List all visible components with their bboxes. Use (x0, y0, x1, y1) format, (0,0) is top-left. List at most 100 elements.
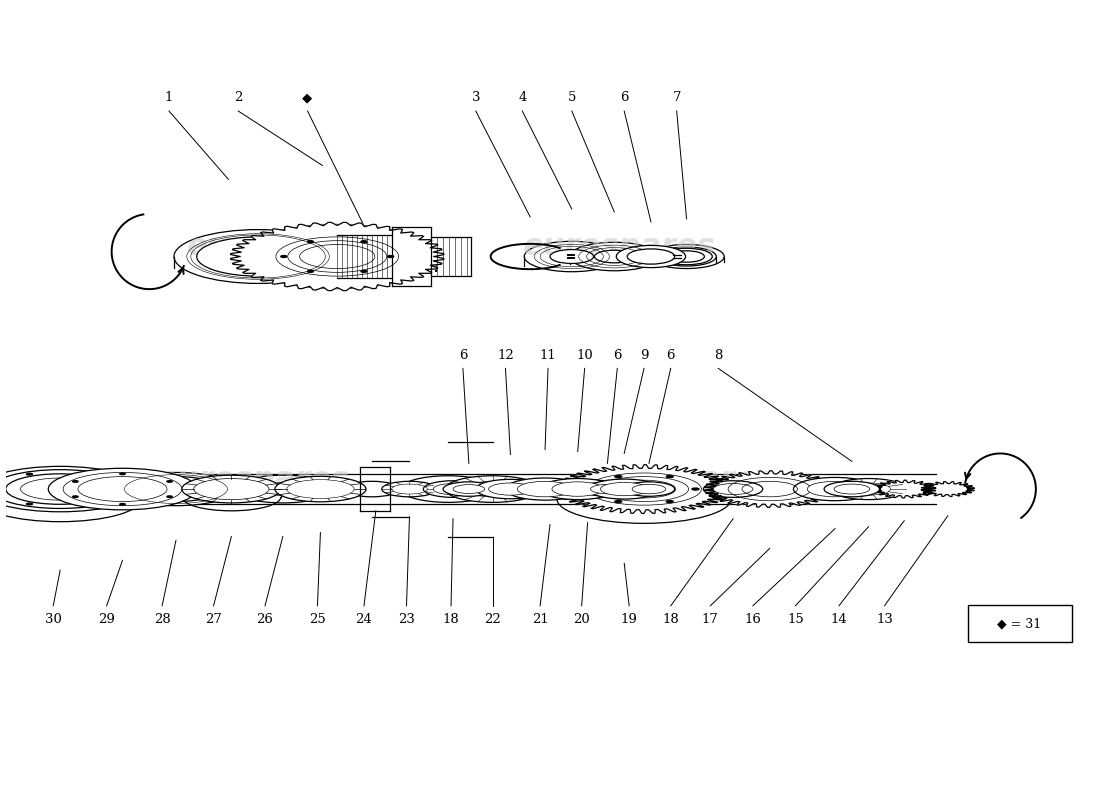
Ellipse shape (433, 483, 473, 494)
Ellipse shape (824, 482, 880, 497)
Ellipse shape (588, 479, 660, 499)
Text: 19: 19 (620, 613, 638, 626)
Text: 22: 22 (484, 613, 500, 626)
Ellipse shape (615, 476, 622, 478)
Polygon shape (515, 479, 585, 499)
Text: ◆ = 31: ◆ = 31 (997, 617, 1042, 630)
Ellipse shape (26, 474, 32, 475)
Text: 23: 23 (398, 613, 415, 626)
Ellipse shape (119, 488, 124, 490)
Ellipse shape (120, 473, 125, 474)
Ellipse shape (591, 484, 624, 494)
Ellipse shape (517, 482, 573, 497)
Text: 5: 5 (568, 91, 576, 104)
Ellipse shape (570, 242, 659, 270)
Ellipse shape (627, 249, 674, 264)
Ellipse shape (361, 241, 367, 242)
Text: 4: 4 (518, 91, 527, 104)
Text: 25: 25 (309, 613, 326, 626)
Text: 27: 27 (205, 613, 222, 626)
Ellipse shape (506, 478, 584, 500)
Ellipse shape (793, 478, 877, 501)
Text: 13: 13 (876, 613, 893, 626)
Ellipse shape (649, 245, 724, 269)
Ellipse shape (453, 485, 485, 494)
Ellipse shape (624, 482, 674, 496)
Text: eurospares: eurospares (522, 232, 716, 261)
Text: 6: 6 (459, 350, 468, 362)
Ellipse shape (120, 503, 125, 505)
Ellipse shape (703, 481, 762, 498)
Text: 14: 14 (830, 613, 847, 626)
Ellipse shape (552, 482, 604, 496)
Polygon shape (557, 465, 732, 514)
Text: eurospares: eurospares (157, 465, 350, 494)
Polygon shape (231, 222, 444, 290)
Ellipse shape (632, 484, 666, 494)
Ellipse shape (197, 237, 319, 276)
Ellipse shape (302, 246, 372, 267)
Text: 3: 3 (472, 91, 480, 104)
Text: 1: 1 (165, 91, 173, 104)
Text: 12: 12 (497, 350, 514, 362)
Text: 18: 18 (662, 613, 679, 626)
Ellipse shape (400, 476, 496, 502)
Text: 6: 6 (667, 350, 675, 362)
Ellipse shape (174, 230, 342, 283)
Ellipse shape (167, 496, 173, 498)
Ellipse shape (554, 480, 621, 498)
Ellipse shape (73, 481, 78, 482)
Ellipse shape (657, 247, 716, 266)
Text: 29: 29 (98, 613, 116, 626)
Ellipse shape (117, 473, 235, 506)
Text: 16: 16 (745, 613, 761, 626)
Ellipse shape (167, 481, 173, 482)
Ellipse shape (661, 248, 713, 265)
Ellipse shape (88, 474, 94, 475)
Ellipse shape (446, 476, 540, 502)
Ellipse shape (261, 483, 305, 495)
Ellipse shape (88, 503, 94, 505)
Text: 20: 20 (573, 613, 590, 626)
Ellipse shape (615, 501, 622, 502)
Text: 6: 6 (613, 350, 621, 362)
Ellipse shape (807, 482, 862, 497)
Ellipse shape (667, 501, 673, 502)
Ellipse shape (131, 477, 220, 502)
Ellipse shape (275, 476, 366, 502)
Ellipse shape (280, 255, 287, 258)
Ellipse shape (594, 250, 634, 263)
Text: 18: 18 (442, 613, 460, 626)
Text: 15: 15 (786, 613, 804, 626)
Ellipse shape (239, 225, 437, 288)
Ellipse shape (713, 483, 752, 494)
Ellipse shape (73, 496, 78, 498)
Ellipse shape (344, 482, 399, 497)
Text: 30: 30 (45, 613, 62, 626)
Text: 11: 11 (540, 350, 557, 362)
Ellipse shape (476, 479, 546, 498)
Text: 21: 21 (531, 613, 549, 626)
Text: 8: 8 (714, 350, 723, 362)
Ellipse shape (540, 478, 615, 499)
Ellipse shape (26, 503, 32, 505)
Text: 24: 24 (355, 613, 372, 626)
Text: 26: 26 (256, 613, 274, 626)
Ellipse shape (424, 481, 483, 498)
Text: 7: 7 (672, 91, 681, 104)
Ellipse shape (48, 468, 197, 510)
Ellipse shape (669, 251, 704, 262)
Ellipse shape (308, 241, 314, 242)
Text: 28: 28 (154, 613, 170, 626)
Ellipse shape (443, 482, 495, 496)
Polygon shape (921, 482, 975, 497)
Ellipse shape (550, 250, 594, 263)
Ellipse shape (308, 270, 314, 272)
Ellipse shape (182, 475, 280, 503)
Text: 10: 10 (576, 350, 593, 362)
Ellipse shape (488, 483, 532, 495)
Text: eurospares: eurospares (582, 465, 775, 494)
Text: eurospares: eurospares (186, 232, 380, 261)
Ellipse shape (616, 246, 685, 267)
Ellipse shape (667, 476, 673, 478)
